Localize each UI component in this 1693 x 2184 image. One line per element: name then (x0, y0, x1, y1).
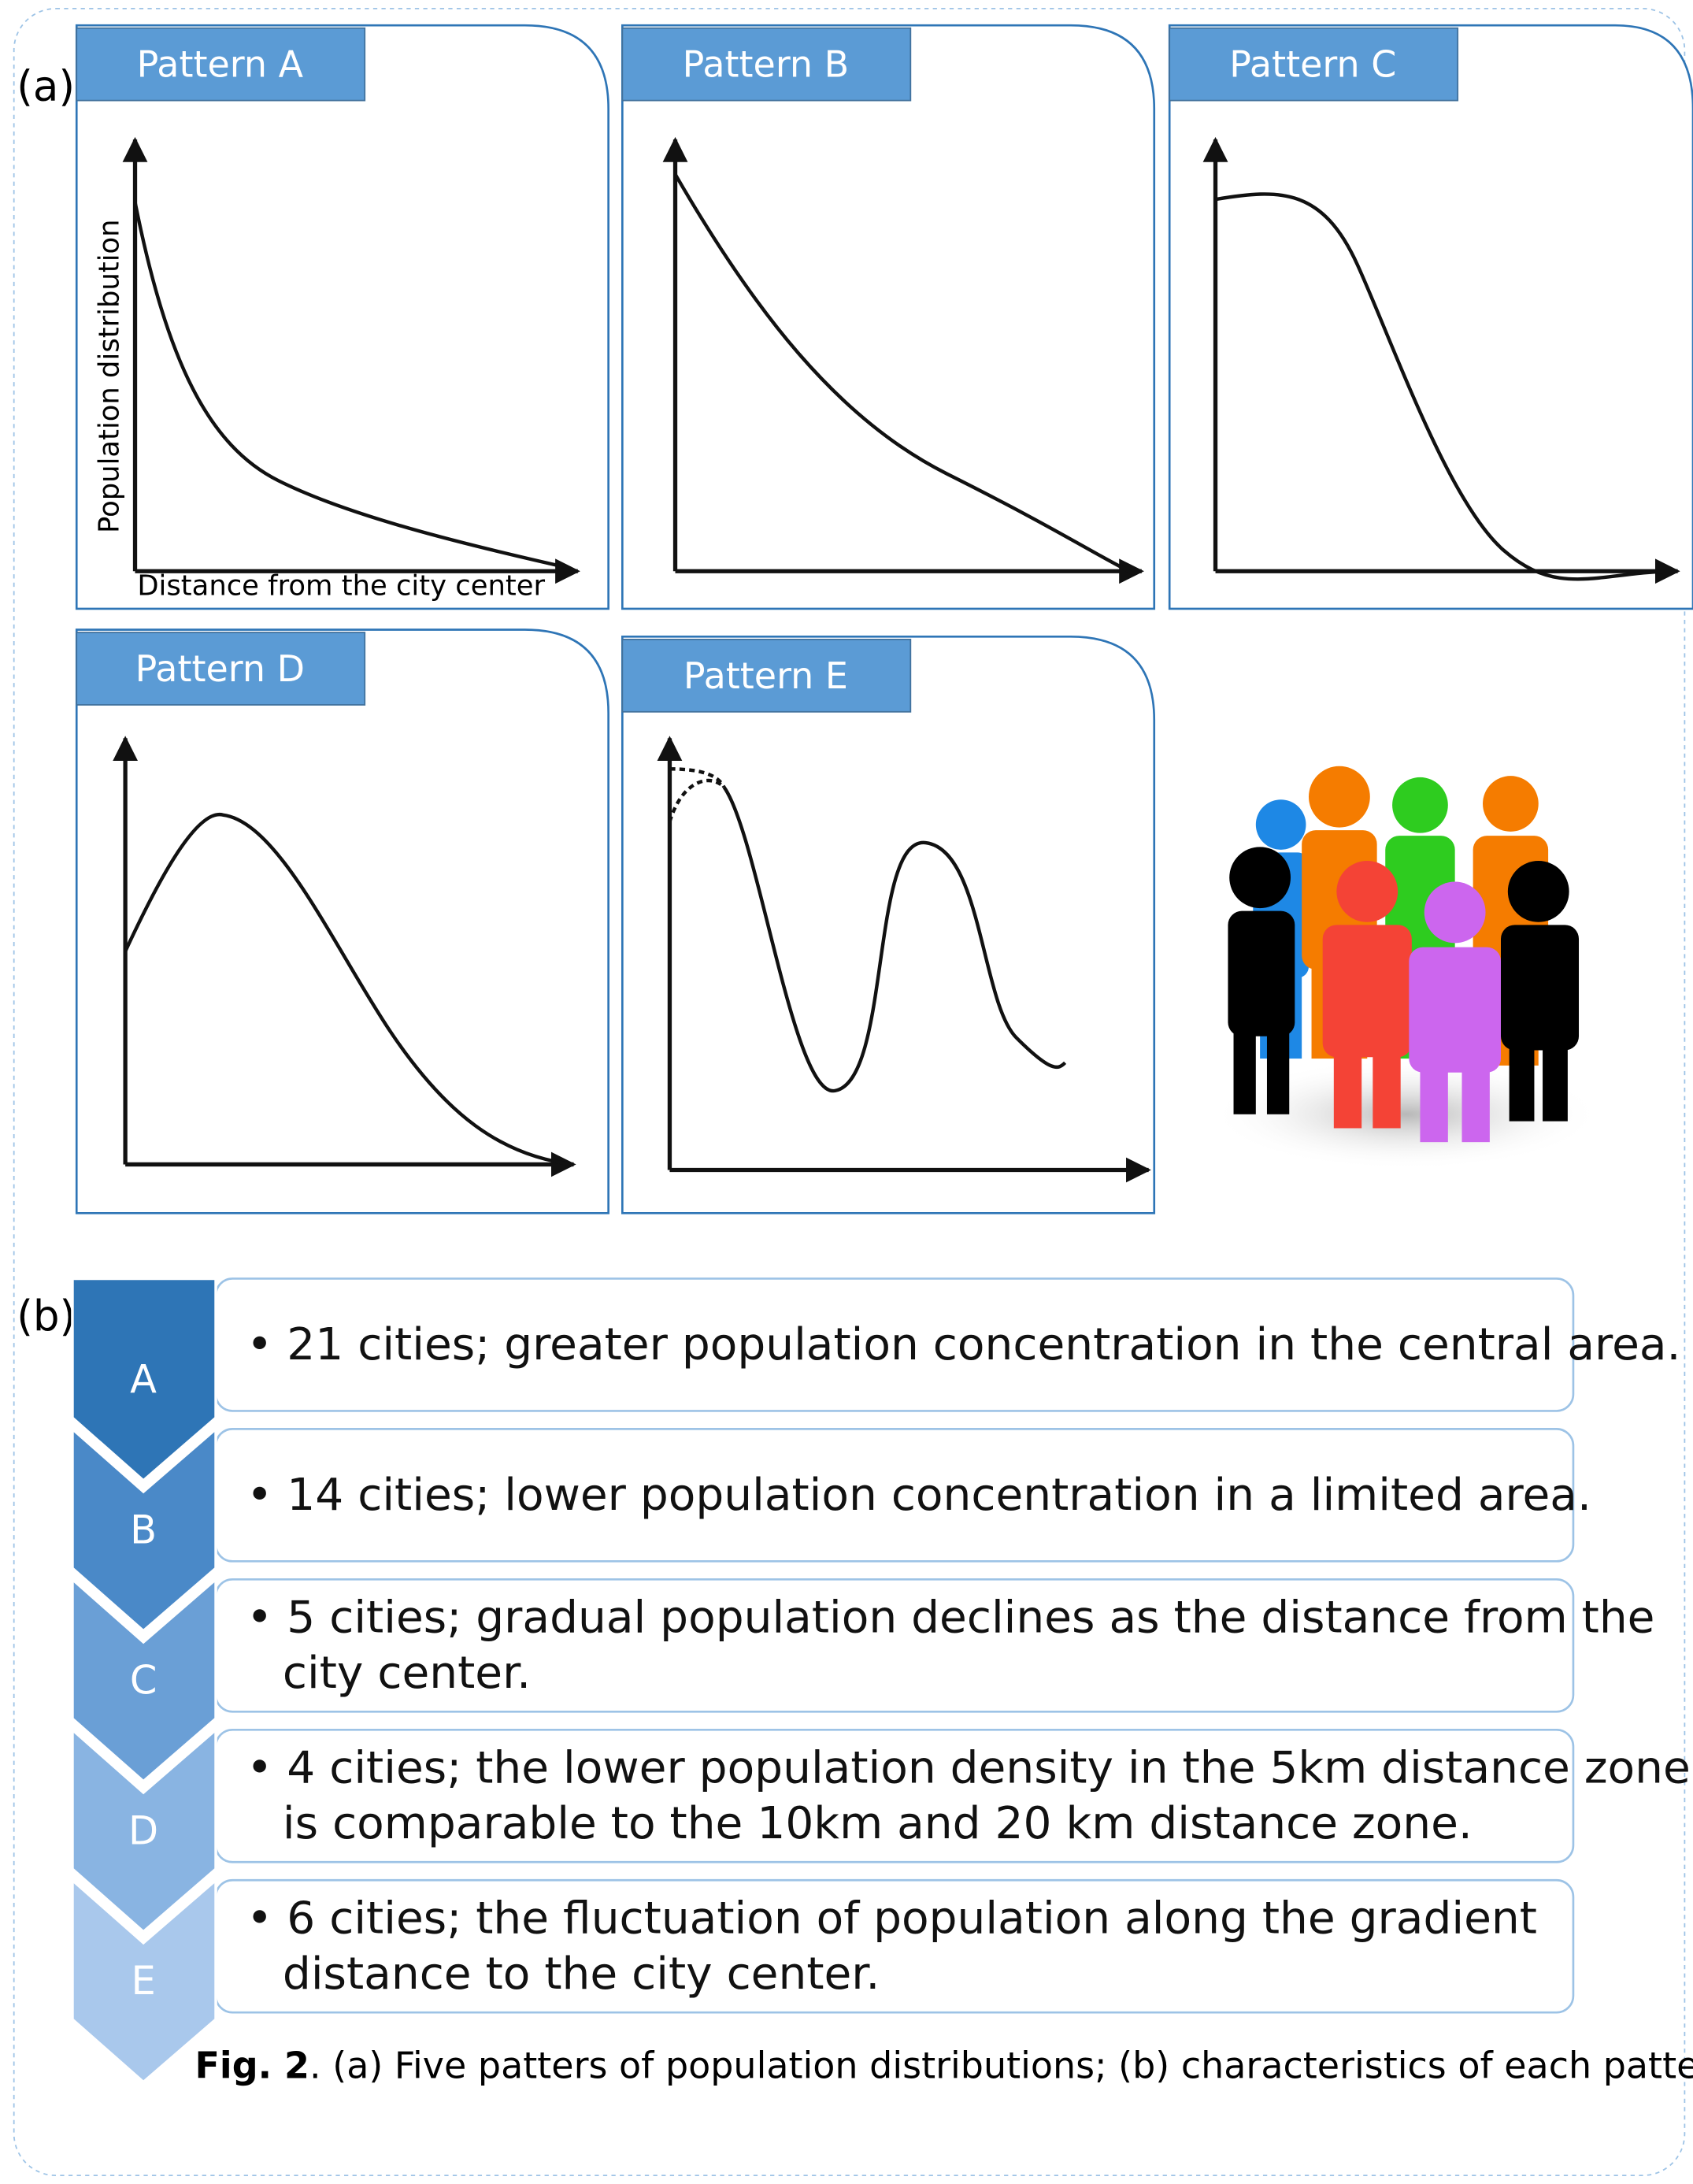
pattern-title: Pattern E (683, 654, 848, 697)
panel-label: (a) (17, 62, 75, 111)
item-text: is comparable to the 10km and 20 km dist… (283, 1797, 1473, 1849)
item-text: • 21 cities; greater population concentr… (246, 1318, 1681, 1370)
page: {"panel_a": {"label": "(a)", "y_axis_lab… (0, 0, 1693, 2184)
pattern-title: Pattern C (1229, 43, 1396, 86)
item-text: • 5 cities; gradual population declines … (246, 1592, 1655, 1644)
item-letter: B (130, 1507, 157, 1552)
item-letter: C (130, 1657, 157, 1703)
item-letter: D (128, 1808, 158, 1853)
pattern-e-panel: Pattern E (622, 636, 1154, 1213)
caption-label: Fig. 2 (195, 2044, 310, 2086)
pattern-a-panel: Pattern A Population distribution Distan… (76, 25, 608, 609)
pattern-b-panel: Pattern B (622, 25, 1154, 609)
item-text: • 6 cities; the fluctuation of populatio… (246, 1892, 1537, 1944)
pattern-title: Pattern D (135, 647, 305, 690)
item-text: • 14 cities; lower population concentrat… (246, 1469, 1591, 1521)
pattern-list: A • 21 cities; greater population concent… (72, 1278, 1691, 2082)
pattern-title: Pattern B (683, 43, 850, 86)
pattern-c-panel: Pattern C (1169, 25, 1693, 609)
pattern-d-panel: Pattern D (76, 629, 608, 1213)
pattern-title: Pattern A (137, 43, 304, 86)
item-text: city center. (283, 1647, 531, 1699)
item-letter: E (131, 1958, 155, 2004)
item-text: • 4 cities; the lower population density… (246, 1741, 1691, 1793)
item-text: distance to the city center. (283, 1948, 880, 2000)
caption: Fig. 2. (a) Five patters of population d… (195, 2044, 1693, 2086)
people-illustration (1211, 766, 1601, 1170)
item-letter: A (130, 1356, 157, 1402)
x-axis-label: Distance from the city center (137, 569, 545, 602)
caption-text: . (a) Five patters of population distrib… (309, 2044, 1693, 2086)
y-axis-label: Population distribution (93, 219, 125, 533)
figure: (a) Pattern A Population distribution Di… (0, 0, 1693, 2184)
panel-label: (b) (17, 1292, 76, 1340)
